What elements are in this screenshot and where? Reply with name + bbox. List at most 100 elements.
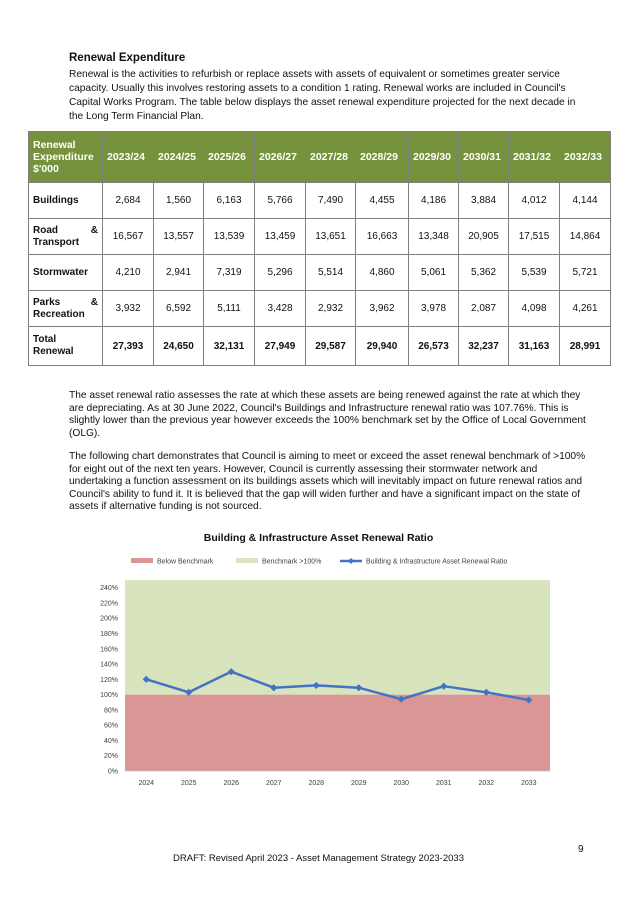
x-tick-label: 2032 <box>478 780 494 787</box>
legend-swatch <box>131 558 153 563</box>
y-tick-label: 40% <box>104 738 118 745</box>
y-tick-label: 200% <box>100 616 118 623</box>
table-cell: 4,186 <box>408 182 459 219</box>
row-label-part: Road <box>33 224 58 236</box>
table-cell: 1,560 <box>153 182 204 219</box>
table-row: Road & Transport 16,567 13,557 13,539 13,… <box>28 218 611 255</box>
renewal-expenditure-table: Renewal Expenditure $'000 2023/24 2024/2… <box>28 131 611 366</box>
x-tick-label: 2033 <box>521 780 537 787</box>
legend-label: Below Benchmark <box>157 559 214 566</box>
table-cell: 5,721 <box>559 254 611 291</box>
x-tick-label: 2024 <box>138 780 154 787</box>
table-cell: 13,348 <box>408 218 459 255</box>
table-cell: 7,319 <box>203 254 255 291</box>
table-cell: 4,261 <box>559 290 611 327</box>
chart-legend: Below Benchmark Benchmark >100% Building &… <box>131 558 507 566</box>
table-cell: 4,144 <box>559 182 611 219</box>
table-cell: 2,941 <box>153 254 204 291</box>
table-cell: 3,884 <box>458 182 509 219</box>
total-cell: 31,163 <box>508 326 560 366</box>
row-label-stormwater: Stormwater <box>28 254 103 291</box>
table-row: Stormwater 4,210 2,941 7,319 5,296 5,514… <box>28 254 611 291</box>
table-cell: 6,163 <box>203 182 255 219</box>
year-header: 2026/27 <box>254 131 306 183</box>
table-header-row: Renewal Expenditure $'000 2023/24 2024/2… <box>28 131 611 183</box>
band-benchmark-100- <box>125 580 550 695</box>
header-label: Renewal Expenditure $'000 <box>28 131 103 183</box>
y-tick-label: 240% <box>100 585 118 592</box>
y-tick-label: 160% <box>100 646 118 653</box>
row-label-buildings: Buildings <box>28 182 103 219</box>
row-label-part: Recreation <box>33 308 85 320</box>
y-tick-label: 80% <box>104 707 118 714</box>
table-cell: 2,684 <box>102 182 154 219</box>
table-cell: 5,766 <box>254 182 306 219</box>
table-cell: 3,932 <box>102 290 154 327</box>
data-point <box>270 684 278 692</box>
row-label-part: Transport <box>33 236 80 248</box>
y-tick-label: 0% <box>108 769 118 776</box>
total-cell: 27,949 <box>254 326 306 366</box>
table-cell: 6,592 <box>153 290 204 327</box>
chart-plot-area: 0% 20% 40% 60% 80% 100% 120% 140% 160% 180% 200% 22… <box>100 580 550 787</box>
table-cell: 20,905 <box>458 218 509 255</box>
chart-intro-paragraph: The following chart demonstrates that Co… <box>69 451 586 513</box>
table-cell: 2,932 <box>305 290 356 327</box>
page-number: 9 <box>578 844 584 855</box>
year-header: 2029/30 <box>408 131 459 183</box>
x-tick-label: 2025 <box>181 780 197 787</box>
y-tick-label: 140% <box>100 662 118 669</box>
row-label-parks-recreation: Parks & Recreation <box>28 290 103 327</box>
table-cell: 5,111 <box>203 290 255 327</box>
table-cell: 16,663 <box>355 218 409 255</box>
y-tick-label: 100% <box>100 692 118 699</box>
page-footer: DRAFT: Revised April 2023 - Asset Manage… <box>173 853 464 864</box>
year-header: 2027/28 <box>305 131 356 183</box>
year-header: 2023/24 <box>102 131 154 183</box>
x-tick-label: 2027 <box>266 780 282 787</box>
table-cell: 5,296 <box>254 254 306 291</box>
data-point <box>312 681 320 690</box>
legend-marker <box>348 558 354 564</box>
x-tick-label: 2030 <box>393 780 409 787</box>
row-label-part: & <box>90 224 98 236</box>
total-cell: 32,237 <box>458 326 509 366</box>
x-tick-label: 2026 <box>223 780 239 787</box>
table-cell: 13,459 <box>254 218 306 255</box>
total-cell: 24,650 <box>153 326 204 366</box>
intro-paragraph: Renewal is the activities to refurbish o… <box>69 69 576 122</box>
table-cell: 17,515 <box>508 218 560 255</box>
table-cell: 13,651 <box>305 218 356 255</box>
x-tick-label: 2031 <box>436 780 452 787</box>
table-row: Parks & Recreation 3,932 6,592 5,111 3,42… <box>28 290 611 327</box>
total-cell: 29,587 <box>305 326 356 366</box>
table-cell: 13,557 <box>153 218 204 255</box>
data-point <box>227 668 235 676</box>
total-cell: 32,131 <box>203 326 255 366</box>
table-cell: 4,012 <box>508 182 560 219</box>
table-cell: 5,061 <box>408 254 459 291</box>
row-label-part: Parks <box>33 296 61 308</box>
table-cell: 5,514 <box>305 254 356 291</box>
table-cell: 3,962 <box>355 290 409 327</box>
table-cell: 4,098 <box>508 290 560 327</box>
year-header: 2032/33 <box>559 131 611 183</box>
year-header: 2031/32 <box>508 131 560 183</box>
y-tick-label: 20% <box>104 753 118 760</box>
table-row: Buildings 2,684 1,560 6,163 5,766 7,490 … <box>28 182 611 219</box>
y-tick-label: 180% <box>100 631 118 638</box>
row-label-total: Total Renewal <box>28 326 103 366</box>
y-tick-label: 120% <box>100 677 118 684</box>
data-point <box>355 684 363 692</box>
legend-label: Building & Infrastructure Asset Renewal … <box>366 559 507 566</box>
row-label-road-transport: Road & Transport <box>28 218 103 255</box>
table-cell: 4,210 <box>102 254 154 291</box>
table-total-row: Total Renewal 27,393 24,650 32,131 27,94… <box>28 326 611 366</box>
x-tick-label: 2028 <box>308 780 324 787</box>
total-cell: 26,573 <box>408 326 459 366</box>
section-heading: Renewal Expenditure <box>69 52 186 64</box>
data-point <box>525 696 533 704</box>
year-header: 2030/31 <box>458 131 509 183</box>
legend-label: Benchmark >100% <box>262 559 321 566</box>
